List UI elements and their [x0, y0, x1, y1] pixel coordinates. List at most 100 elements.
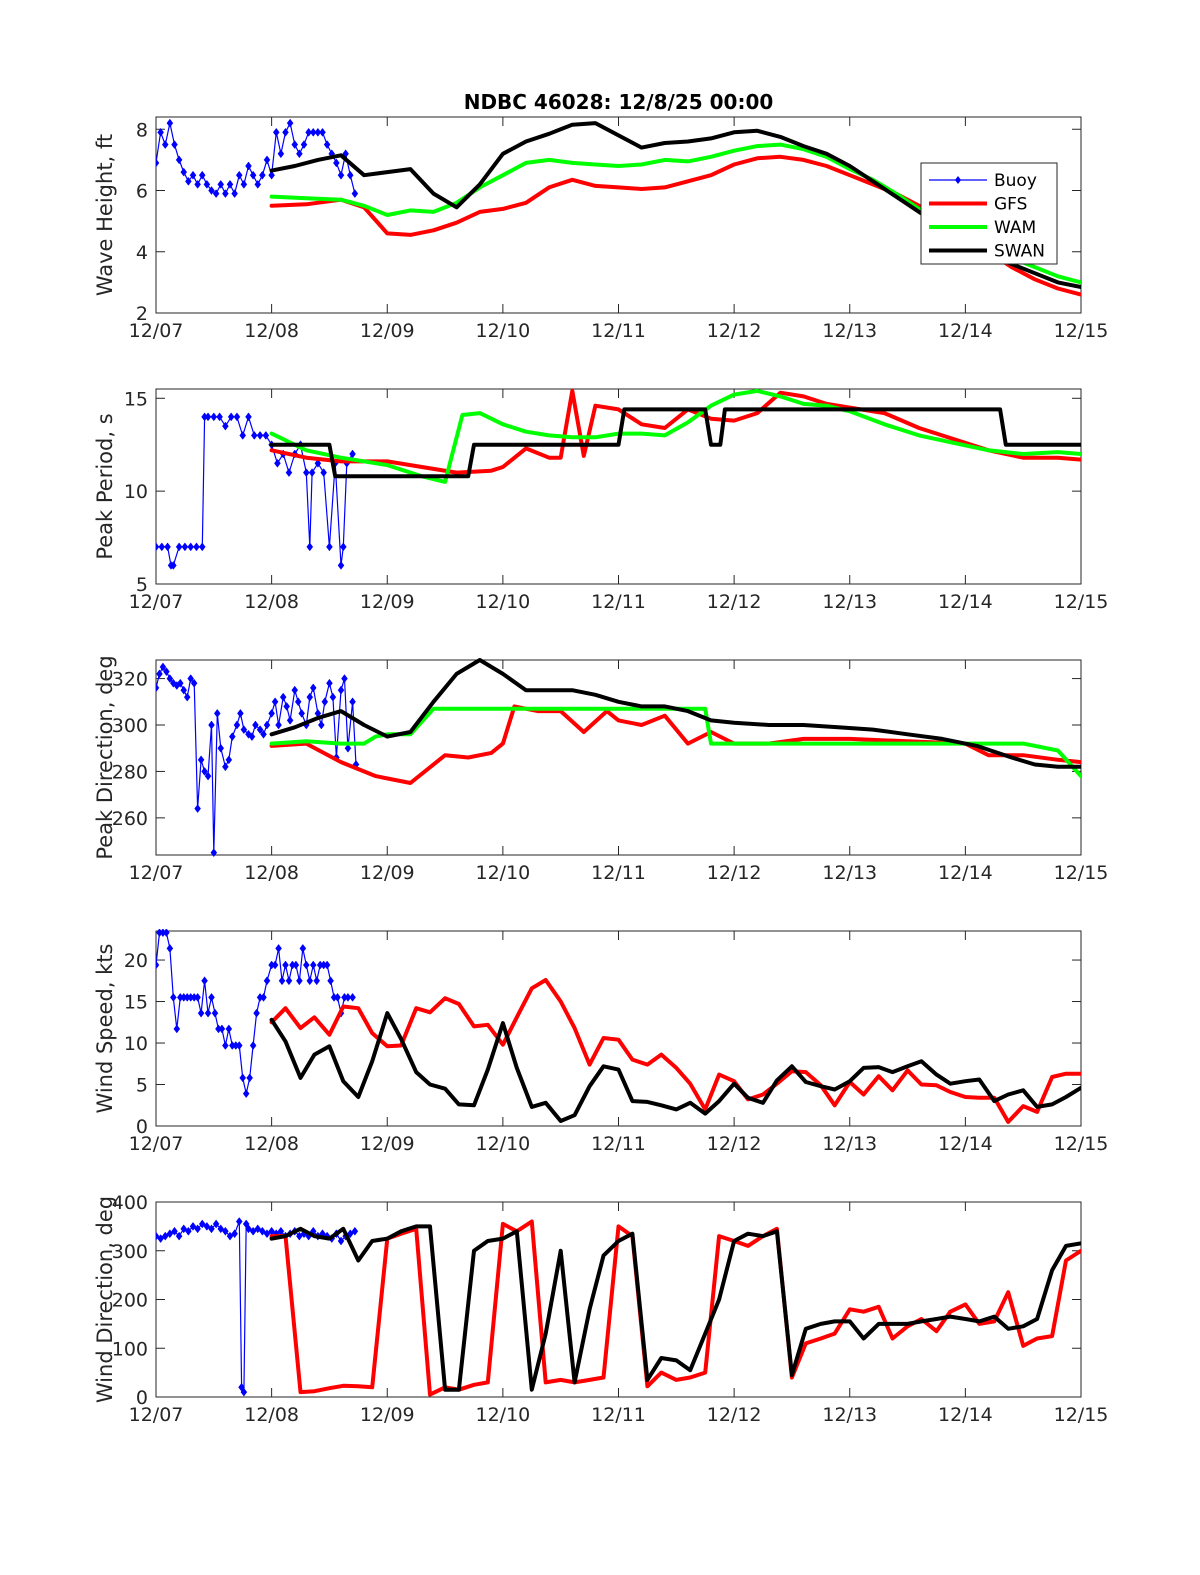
- data-point-buoy-peak-direction: [222, 762, 229, 772]
- data-point-buoy-peak-period: [204, 412, 212, 422]
- data-point-buoy-peak-direction: [306, 692, 314, 702]
- data-point-buoy-wind-speed: [194, 992, 201, 1002]
- data-point-buoy-wind-direction: [212, 1219, 220, 1229]
- data-point-buoy-wind-speed: [225, 1024, 233, 1034]
- series-line-swan-wind-direction: [269, 1224, 1081, 1392]
- data-point-buoy-wind-speed: [303, 960, 310, 970]
- data-point-buoy-wave-height: [166, 118, 174, 128]
- data-point-buoy-wind-speed: [211, 1008, 219, 1018]
- data-point-buoy-wind-speed: [275, 944, 282, 953]
- data-point-buoy-peak-direction: [217, 743, 225, 753]
- y-tick-label-wind-speed: 10: [124, 1033, 148, 1055]
- data-point-buoy-peak-direction: [201, 767, 208, 776]
- data-point-buoy-wave-height: [333, 158, 340, 168]
- data-point-buoy-peak-direction: [245, 729, 252, 739]
- plot-area-wind-direction: [156, 1217, 1081, 1397]
- data-point-buoy-peak-direction: [170, 678, 177, 688]
- x-tick-label-wave-height: 12/10: [475, 320, 530, 342]
- data-point-buoy-wave-height: [208, 186, 215, 195]
- data-point-buoy-peak-direction: [283, 702, 290, 711]
- y-tick-label-peak-period: 10: [124, 481, 148, 503]
- x-tick-label-wave-height: 12/14: [938, 320, 993, 342]
- data-point-buoy-peak-period: [187, 542, 195, 552]
- data-point-buoy-peak-direction: [318, 720, 325, 730]
- data-point-buoy-wave-height: [222, 189, 229, 198]
- x-tick-label-peak-period: 12/13: [822, 591, 877, 613]
- data-point-buoy-wind-direction: [166, 1229, 174, 1239]
- panel-wind-direction: 12/07 12/08 12/09 12/10 12/11 12/12 12/13 12/14…: [93, 1192, 1108, 1426]
- data-point-buoy-wave-height: [185, 176, 192, 186]
- y-tick-label-wind-direction: 100: [112, 1338, 148, 1360]
- data-point-buoy-wind-speed: [278, 976, 286, 986]
- series-line-gfs-peak-period: [269, 388, 1081, 475]
- data-point-buoy-wind-speed: [344, 992, 352, 1002]
- data-point-buoy-peak-period: [314, 458, 322, 468]
- x-tick-label-wind-speed: 12/08: [244, 1133, 299, 1155]
- x-tick-label-wind-direction: 12/07: [129, 1404, 184, 1426]
- y-tick-label-wind-direction: 300: [112, 1241, 148, 1263]
- data-point-buoy-peak-direction: [190, 678, 198, 688]
- data-point-buoy-wave-height: [245, 161, 252, 171]
- legend-label-buoy: Buoy: [994, 171, 1037, 191]
- data-point-buoy-wave-height: [175, 155, 183, 165]
- data-point-buoy-wind-direction: [198, 1219, 206, 1229]
- panels: 12/07 12/08 12/09 12/10 12/11 12/12 12/13 12/14…: [93, 90, 1108, 1426]
- data-point-buoy-peak-direction: [225, 755, 233, 765]
- data-point-buoy-peak-period: [227, 412, 235, 422]
- data-point-buoy-peak-direction: [337, 685, 345, 695]
- data-point-buoy-peak-period: [245, 412, 252, 422]
- x-tick-label-wind-direction: 12/13: [822, 1404, 877, 1426]
- data-point-buoy-wave-height: [314, 127, 322, 137]
- data-point-buoy-wave-height: [323, 140, 331, 149]
- panel-peak-direction: 12/07 12/08 12/09 12/10 12/11 12/12 12/13 12/14…: [93, 655, 1108, 884]
- data-point-buoy-peak-direction: [279, 692, 287, 702]
- data-point-buoy-wave-height: [346, 170, 354, 180]
- legend-label-wam: WAM: [994, 218, 1036, 238]
- data-point-buoy-peak-period: [175, 542, 183, 552]
- data-point-buoy-wave-height: [309, 127, 317, 137]
- data-point-buoy-wave-height: [203, 179, 211, 189]
- plot-area-peak-period: [156, 388, 1081, 570]
- series-line-swan-wind-speed: [269, 1011, 1081, 1123]
- data-point-buoy-wind-direction: [235, 1217, 243, 1226]
- data-point-buoy-wind-speed: [197, 1008, 205, 1018]
- data-point-buoy-wind-direction: [180, 1224, 188, 1234]
- data-point-buoy-peak-direction: [252, 720, 259, 730]
- series-line-swan-peak-period: [269, 407, 1081, 479]
- x-tick-label-peak-direction: 12/07: [129, 862, 184, 884]
- data-point-buoy-wind-speed: [204, 1008, 212, 1018]
- data-point-buoy-wind-direction: [222, 1226, 229, 1236]
- data-point-buoy-peak-period: [239, 431, 247, 440]
- data-point-buoy-wind-speed: [323, 960, 331, 970]
- data-point-buoy-peak-period: [164, 542, 171, 552]
- data-point-buoy-peak-direction: [194, 804, 201, 813]
- data-point-buoy-wind-speed: [263, 976, 271, 986]
- x-tick-label-peak-period: 12/15: [1054, 591, 1109, 613]
- data-point-buoy-wave-height: [296, 149, 303, 159]
- data-point-buoy-peak-direction: [341, 674, 348, 683]
- data-point-buoy-wind-direction: [185, 1226, 192, 1236]
- data-point-buoy-wind-direction: [194, 1224, 201, 1234]
- data-point-buoy-peak-direction: [204, 771, 212, 781]
- x-tick-label-wind-speed: 12/10: [475, 1133, 530, 1155]
- series-line-wam-peak-direction: [269, 706, 1081, 779]
- data-point-buoy-wind-speed: [246, 1073, 253, 1083]
- series-line-wam-peak-period: [269, 388, 1081, 484]
- panel-wind-speed: 12/07 12/08 12/09 12/10 12/11 12/12 12/13 12/14…: [93, 929, 1108, 1155]
- data-point-buoy-wave-height: [189, 170, 197, 180]
- data-point-buoy-peak-period: [340, 542, 347, 552]
- x-tick-label-peak-period: 12/11: [591, 591, 646, 613]
- y-tick-label-wave-height: 6: [136, 181, 148, 203]
- data-point-buoy-peak-period: [181, 542, 189, 552]
- x-tick-label-wind-direction: 12/15: [1054, 1404, 1109, 1426]
- data-point-buoy-wave-height: [254, 179, 262, 189]
- data-point-buoy-wave-height: [217, 179, 225, 189]
- data-point-buoy-wave-height: [282, 127, 289, 137]
- data-point-buoy-peak-direction: [256, 725, 264, 735]
- series-line-swan-peak-direction: [269, 658, 1081, 769]
- data-point-buoy-wind-speed: [306, 976, 314, 986]
- data-point-buoy-peak-direction: [156, 669, 163, 679]
- y-tick-label-wave-height: 4: [136, 242, 148, 264]
- data-point-buoy-wind-speed: [260, 992, 267, 1002]
- data-point-buoy-peak-period: [303, 468, 310, 477]
